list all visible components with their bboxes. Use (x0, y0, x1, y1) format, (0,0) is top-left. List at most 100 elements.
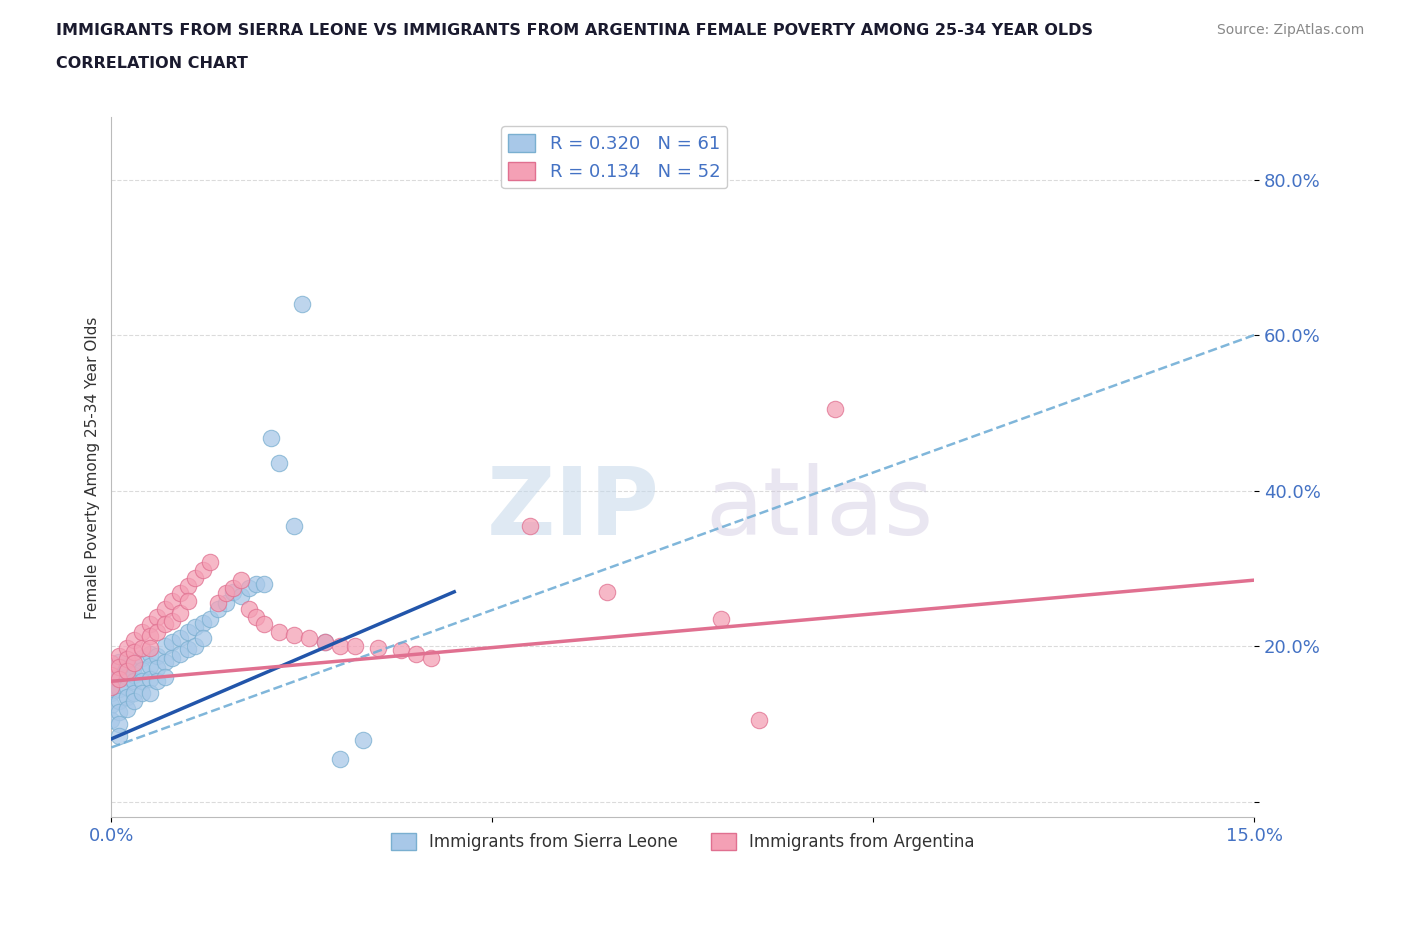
Point (267, 625, 290, 640)
Point (122, 656, 145, 671)
Point (153, 602, 176, 617)
Point (344, 639, 367, 654)
Point (191, 616, 214, 631)
Point (169, 586, 191, 601)
Point (108, 705, 131, 720)
Point (176, 641, 198, 656)
Point (122, 658, 145, 673)
Point (314, 635, 336, 650)
Point (329, 639, 352, 654)
Point (153, 617, 176, 631)
Point (352, 732, 374, 747)
Point (253, 617, 276, 631)
Point (748, 712, 770, 727)
Text: CORRELATION CHART: CORRELATION CHART (56, 56, 247, 71)
Point (215, 596, 238, 611)
Point (222, 580, 245, 595)
Point (184, 639, 207, 654)
Point (200, 612, 222, 627)
Point (100, 698, 122, 712)
Point (169, 646, 191, 661)
Point (100, 712, 122, 727)
Point (100, 678, 122, 693)
Point (115, 689, 138, 704)
Text: atlas: atlas (706, 463, 934, 555)
Text: ZIP: ZIP (486, 463, 659, 555)
Point (283, 518, 305, 533)
Point (153, 670, 176, 684)
Point (153, 639, 176, 654)
Point (108, 659, 131, 674)
Point (519, 518, 541, 533)
Point (710, 612, 733, 627)
Point (108, 655, 131, 670)
Point (122, 668, 145, 683)
Point (153, 655, 176, 670)
Point (162, 593, 184, 608)
Point (191, 563, 214, 578)
Point (138, 629, 160, 644)
Point (115, 652, 138, 667)
Point (314, 635, 336, 650)
Point (146, 674, 169, 689)
Point (267, 456, 290, 471)
Point (169, 631, 191, 646)
Point (131, 641, 153, 656)
Point (108, 693, 131, 708)
Point (215, 586, 238, 601)
Point (253, 577, 276, 591)
Point (176, 593, 198, 608)
Point (122, 644, 145, 659)
Point (138, 671, 160, 686)
Point (138, 641, 160, 656)
Point (122, 693, 145, 708)
Point (162, 635, 184, 650)
Point (824, 402, 846, 417)
Point (115, 701, 138, 716)
Point (100, 656, 122, 671)
Point (283, 627, 305, 642)
Point (146, 660, 169, 675)
Point (146, 625, 169, 640)
Point (245, 577, 267, 591)
Point (108, 670, 131, 684)
Point (108, 671, 131, 686)
Point (131, 685, 153, 700)
Point (115, 679, 138, 694)
Point (184, 570, 207, 585)
Point (420, 650, 443, 665)
Point (131, 650, 153, 665)
Point (138, 617, 160, 631)
Point (238, 580, 260, 595)
Point (115, 641, 138, 656)
Point (138, 646, 160, 661)
Y-axis label: Female Poverty Among 25-34 Year Olds: Female Poverty Among 25-34 Year Olds (86, 316, 100, 618)
Point (595, 584, 617, 599)
Point (298, 631, 321, 646)
Point (162, 650, 184, 665)
Point (108, 682, 131, 697)
Point (207, 602, 229, 617)
Point (291, 297, 314, 312)
Point (100, 679, 122, 694)
Point (162, 613, 184, 628)
Text: IMMIGRANTS FROM SIERRA LEONE VS IMMIGRANTS FROM ARGENTINA FEMALE POVERTY AMONG 2: IMMIGRANTS FROM SIERRA LEONE VS IMMIGRAN… (56, 23, 1094, 38)
Point (100, 666, 122, 681)
Point (329, 751, 352, 766)
Point (146, 648, 169, 663)
Point (222, 584, 245, 599)
Point (238, 602, 260, 617)
Point (405, 646, 427, 661)
Point (122, 632, 145, 647)
Point (115, 658, 138, 673)
Point (200, 555, 222, 570)
Point (122, 685, 145, 700)
Point (176, 625, 198, 640)
Point (115, 670, 138, 684)
Point (389, 643, 412, 658)
Point (131, 662, 153, 677)
Point (367, 641, 389, 656)
Point (108, 717, 131, 732)
Point (100, 685, 122, 700)
Point (229, 573, 252, 588)
